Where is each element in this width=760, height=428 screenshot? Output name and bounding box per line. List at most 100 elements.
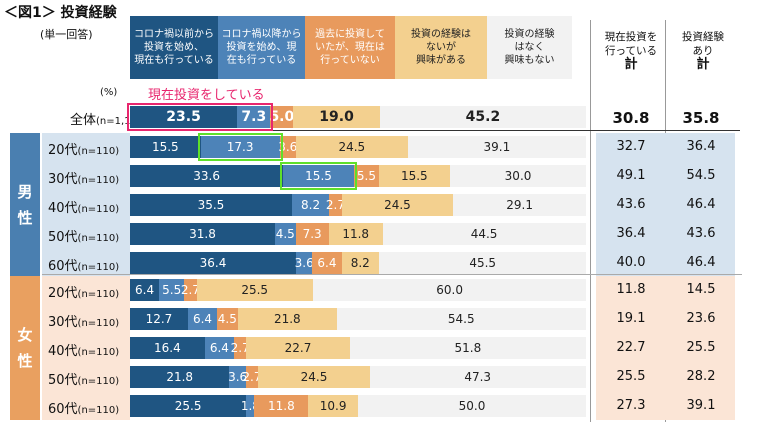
bar-segment: 11.8 — [328, 223, 383, 245]
bar-segment: 35.5 — [130, 194, 292, 216]
summary-header-total: 計 — [696, 57, 710, 72]
bar-segment: 6.4 — [130, 279, 160, 301]
bar-segment: 25.5 — [196, 279, 313, 301]
bar-segment: 4.5 — [217, 308, 238, 330]
bar-segment: 2.7 — [181, 279, 200, 301]
row-n: (n=110) — [77, 233, 120, 244]
summary-value-2: 46.4 — [686, 197, 716, 212]
summary-value-1: 25.5 — [616, 369, 646, 384]
bar-segment: 23.5 — [130, 106, 238, 128]
bar-segment: 11.8 — [254, 395, 309, 417]
summary-value-2: 25.5 — [686, 340, 716, 355]
row-label: 60代(n=110) — [48, 402, 120, 417]
header-rule — [128, 130, 740, 131]
bar-segment: 2.7 — [326, 194, 345, 216]
chart-subtitle: (単一回答) — [40, 28, 93, 41]
row-label: 20代(n=110) — [48, 143, 120, 158]
bar-segment: 2.7 — [242, 366, 262, 388]
bar-segment: 6.4 — [187, 308, 218, 330]
row-n: (n=110) — [77, 289, 120, 300]
bar-segment: 44.5 — [382, 223, 586, 245]
row-n: (n=110) — [77, 204, 120, 215]
summary-value-2: 36.4 — [686, 139, 716, 154]
summary-value-1: 32.7 — [616, 139, 646, 154]
bar-segment: 15.5 — [378, 165, 450, 187]
summary-value-1: 40.0 — [616, 255, 646, 270]
row-n: (n=110) — [77, 347, 120, 358]
summary-value-1: 36.4 — [616, 226, 646, 241]
row-label: 40代(n=110) — [48, 344, 120, 359]
section-label-1: 男 性 — [10, 133, 40, 277]
bar-segment: 8.2 — [341, 252, 379, 274]
bar-segment: 5.0 — [269, 106, 294, 128]
section-bg-2 — [42, 276, 130, 420]
legend-header-3: 過去に投資して いたが、現在は 行っていない — [305, 16, 395, 79]
bar-segment: 8.2 — [291, 194, 330, 216]
summary-value-1: 22.7 — [616, 340, 646, 355]
bar-segment: 24.5 — [258, 366, 370, 388]
bar-segment: 24.5 — [341, 194, 454, 216]
bar-segment: 3.6 — [295, 252, 314, 274]
section-label-2: 女 性 — [10, 276, 40, 420]
section-rule — [42, 274, 742, 275]
bar-segment: 6.4 — [312, 252, 342, 274]
bar-segment: 2.7 — [231, 337, 250, 359]
row-label: 60代(n=110) — [48, 259, 120, 274]
bar-segment: 25.5 — [130, 395, 247, 417]
bar-segment: 29.1 — [453, 194, 586, 216]
bar-segment: 39.1 — [407, 136, 586, 158]
summary-value-2: 28.2 — [686, 369, 716, 384]
bar-segment: 22.7 — [246, 337, 350, 359]
row-label: 20代(n=110) — [48, 286, 120, 301]
bar-segment: 3.6 — [228, 366, 247, 388]
bar-segment: 45.5 — [378, 252, 587, 274]
legend-header-5: 投資の経験 はなく 興味もない — [487, 16, 572, 79]
row-label: 30代(n=110) — [48, 315, 120, 330]
bar-segment: 7.3 — [237, 106, 271, 128]
row-n: (n=110) — [77, 376, 120, 387]
summary-bg-2 — [596, 276, 735, 420]
bar-segment: 45.2 — [379, 106, 586, 128]
row-n: (n=110) — [77, 146, 120, 157]
bar-segment: 17.3 — [200, 136, 280, 158]
row-label: 50代(n=110) — [48, 373, 120, 388]
summary-value-1: 43.6 — [616, 197, 646, 212]
bar-segment: 47.3 — [369, 366, 586, 388]
bar-segment: 30.0 — [449, 165, 587, 187]
summary-header-1: 現在投資を 行っている 計 — [604, 31, 658, 72]
summary-value-2: 35.8 — [682, 109, 720, 127]
bar-segment: 5.5 — [159, 279, 185, 301]
bar-segment: 1.8 — [241, 395, 260, 417]
summary-value-1: 49.1 — [616, 168, 646, 183]
summary-header-total: 計 — [624, 57, 638, 72]
legend-header-1: コロナ禍以前から 投資を始め、 現在も行っている — [130, 16, 218, 79]
bar-segment: 6.4 — [204, 337, 234, 359]
unit-label: (%) — [100, 87, 118, 98]
summary-bg-1 — [596, 133, 735, 277]
summary-value-1: 30.8 — [612, 109, 650, 127]
divider-1 — [590, 20, 591, 422]
summary-value-1: 27.3 — [616, 398, 646, 413]
bar-segment: 12.7 — [130, 308, 188, 330]
bar-segment: 16.4 — [130, 337, 205, 359]
bar-segment: 15.5 — [130, 136, 201, 158]
bar-segment: 21.8 — [237, 308, 338, 330]
summary-header-2: 投資経験 あり 計 — [682, 31, 724, 72]
bar-segment: 50.0 — [358, 395, 586, 417]
bar-segment: 54.5 — [337, 308, 586, 330]
bar-segment: 19.0 — [293, 106, 380, 128]
row-n: (n=1,100) — [96, 116, 148, 127]
bar-segment: 33.6 — [130, 165, 284, 187]
summary-value-2: 39.1 — [686, 398, 716, 413]
bar-segment: 7.3 — [295, 223, 329, 245]
summary-value-2: 54.5 — [686, 168, 716, 183]
summary-value-2: 46.4 — [686, 255, 716, 270]
bar-segment: 21.8 — [130, 366, 230, 388]
row-n: (n=110) — [77, 318, 120, 329]
row-label: 40代(n=110) — [48, 201, 120, 216]
row-label: 50代(n=110) — [48, 230, 120, 245]
summary-value-2: 43.6 — [686, 226, 716, 241]
bar-segment: 24.5 — [295, 136, 408, 158]
bar-segment: 5.5 — [353, 165, 379, 187]
bar-segment: 31.8 — [130, 223, 275, 245]
